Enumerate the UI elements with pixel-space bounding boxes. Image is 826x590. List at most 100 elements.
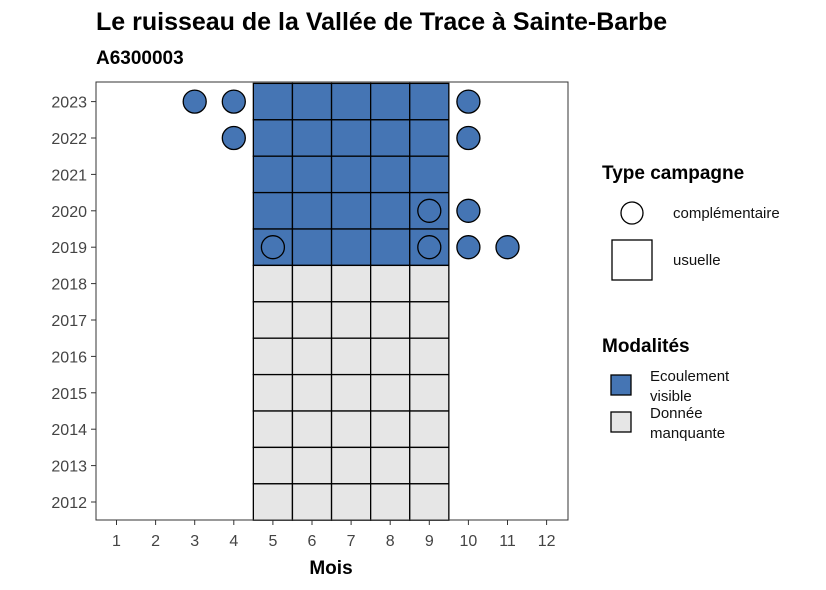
tile-2021-9-ecoulement-visible: [409, 155, 450, 194]
x-tick-label-2: 2: [151, 533, 160, 550]
tile-2023-8-ecoulement-visible: [369, 82, 411, 121]
point-2023-4-ecoulement-visible: [221, 89, 246, 114]
tile-2013-9-donnee-manquante: [409, 446, 450, 485]
tile-2021-5-ecoulement-visible: [252, 155, 294, 194]
tile-2020-5-ecoulement-visible: [252, 191, 294, 230]
legend-ecoulement-visible-label-line2: visible: [650, 388, 692, 405]
plot-border: [95, 81, 569, 521]
legend-complementaire-label: complémentaire: [673, 205, 780, 222]
tile-2012-6-donnee-manquante: [291, 483, 333, 521]
y-tick-label-2019: 2019: [51, 240, 87, 257]
tile-2016-8-donnee-manquante: [369, 337, 411, 376]
tile-2021-6-ecoulement-visible: [291, 155, 333, 194]
x-tick-label-1: 1: [112, 533, 121, 550]
y-tick-label-2018: 2018: [51, 277, 87, 294]
tile-2018-8-donnee-manquante: [369, 264, 411, 303]
tile-2022-9-ecoulement-visible: [409, 119, 450, 157]
y-tick-label-2021: 2021: [51, 167, 87, 184]
y-tick-label-2023: 2023: [51, 95, 87, 112]
tile-2021-8-ecoulement-visible: [369, 155, 411, 194]
legend-donnee-manquante-label-line1: Donnée: [650, 405, 703, 422]
point-2019-5-ecoulement-visible: [260, 235, 286, 260]
tile-2014-8-donnee-manquante: [369, 410, 411, 449]
tile-2014-9-donnee-manquante: [409, 410, 450, 449]
point-2020-9-ecoulement-visible: [417, 198, 442, 223]
tile-2016-9-donnee-manquante: [409, 337, 450, 376]
x-tick-label-3: 3: [190, 533, 199, 550]
tile-2015-5-donnee-manquante: [252, 373, 294, 412]
tile-2012-8-donnee-manquante: [369, 483, 411, 521]
points-layer: [182, 89, 520, 260]
tile-2012-5-donnee-manquante: [252, 483, 294, 521]
legend-modalites-title: Modalités: [602, 336, 690, 357]
x-tick-label-12: 12: [538, 533, 556, 550]
tile-2019-8-ecoulement-visible: [369, 228, 411, 267]
x-axis-label: Mois: [309, 558, 352, 579]
tile-2023-7-ecoulement-visible: [330, 82, 372, 121]
point-2020-10-ecoulement-visible: [456, 198, 481, 223]
tile-2016-6-donnee-manquante: [291, 337, 333, 376]
tile-2020-7-ecoulement-visible: [330, 191, 372, 230]
tile-2013-6-donnee-manquante: [291, 446, 333, 485]
tile-2012-9-donnee-manquante: [409, 483, 450, 521]
tile-2018-9-donnee-manquante: [409, 264, 450, 303]
tile-2019-7-ecoulement-visible: [330, 228, 372, 267]
legend-modalites: Modalités Ecoulement visible Donnée manq…: [602, 336, 730, 442]
tile-2016-5-donnee-manquante: [252, 337, 294, 376]
point-2022-10-ecoulement-visible: [456, 125, 481, 151]
legend-donnee-manquante-label-line2: manquante: [650, 425, 725, 442]
tile-2023-6-ecoulement-visible: [291, 82, 333, 121]
y-tick-label-2016: 2016: [51, 349, 87, 366]
tile-2017-8-donnee-manquante: [369, 301, 411, 339]
legend-circle-key: [620, 201, 644, 225]
tile-2021-7-ecoulement-visible: [330, 155, 372, 194]
x-tick-label-5: 5: [268, 533, 277, 550]
tile-2017-6-donnee-manquante: [291, 301, 333, 339]
y-tick-label-2017: 2017: [51, 313, 87, 330]
y-tick-label-2014: 2014: [51, 422, 87, 439]
tile-2018-5-donnee-manquante: [252, 264, 294, 303]
point-2023-10-ecoulement-visible: [456, 89, 481, 114]
tile-2022-6-ecoulement-visible: [291, 119, 333, 157]
tile-2018-7-donnee-manquante: [330, 264, 372, 303]
tile-2015-6-donnee-manquante: [291, 373, 333, 412]
x-tick-label-9: 9: [425, 533, 434, 550]
tile-2023-9-ecoulement-visible: [409, 82, 450, 121]
tile-2013-7-donnee-manquante: [330, 446, 372, 485]
tile-2018-6-donnee-manquante: [291, 264, 333, 303]
y-tick-label-2022: 2022: [51, 131, 87, 148]
y-tick-label-2015: 2015: [51, 386, 87, 403]
tile-2015-9-donnee-manquante: [409, 373, 450, 412]
tile-2022-5-ecoulement-visible: [252, 119, 294, 157]
tile-2012-7-donnee-manquante: [330, 483, 372, 521]
tile-2020-6-ecoulement-visible: [291, 191, 333, 230]
tiles-layer: [252, 82, 450, 521]
legend-usuelle-label: usuelle: [673, 252, 721, 269]
x-tick-label-8: 8: [386, 533, 395, 550]
point-2022-4-ecoulement-visible: [221, 125, 246, 151]
y-axis: 2012 2013 2014 2015 2016 2017 2018 2019 2020 2021…: [51, 95, 96, 512]
legend-square-key: [611, 239, 653, 281]
x-tick-label-4: 4: [229, 533, 238, 550]
tile-2017-7-donnee-manquante: [330, 301, 372, 339]
point-2019-9-ecoulement-visible: [417, 235, 442, 260]
tile-2022-8-ecoulement-visible: [369, 119, 411, 157]
x-tick-label-7: 7: [347, 533, 356, 550]
tile-2020-8-ecoulement-visible: [369, 191, 411, 230]
legend-ecoulement-visible-label-line1: Ecoulement: [650, 368, 730, 385]
point-2019-11-ecoulement-visible: [495, 235, 520, 260]
x-axis: 1 2 3 4 5 6 7 8 9 10 11 12: [112, 520, 556, 550]
legend-type-campagne: Type campagne complémentaire usuelle: [602, 163, 780, 281]
tile-2015-7-donnee-manquante: [330, 373, 372, 412]
chart-subtitle: A6300003: [96, 48, 184, 69]
chart-title: Le ruisseau de la Vallée de Trace à Sain…: [96, 8, 667, 36]
legend-type-campagne-title: Type campagne: [602, 163, 744, 184]
tile-2015-8-donnee-manquante: [369, 373, 411, 412]
legend-ecoulement-visible-key: [610, 374, 632, 396]
tile-2022-7-ecoulement-visible: [330, 119, 372, 157]
tile-2014-5-donnee-manquante: [252, 410, 294, 449]
y-tick-label-2020: 2020: [51, 204, 87, 221]
tile-2019-6-ecoulement-visible: [291, 228, 333, 267]
y-tick-label-2013: 2013: [51, 459, 87, 476]
